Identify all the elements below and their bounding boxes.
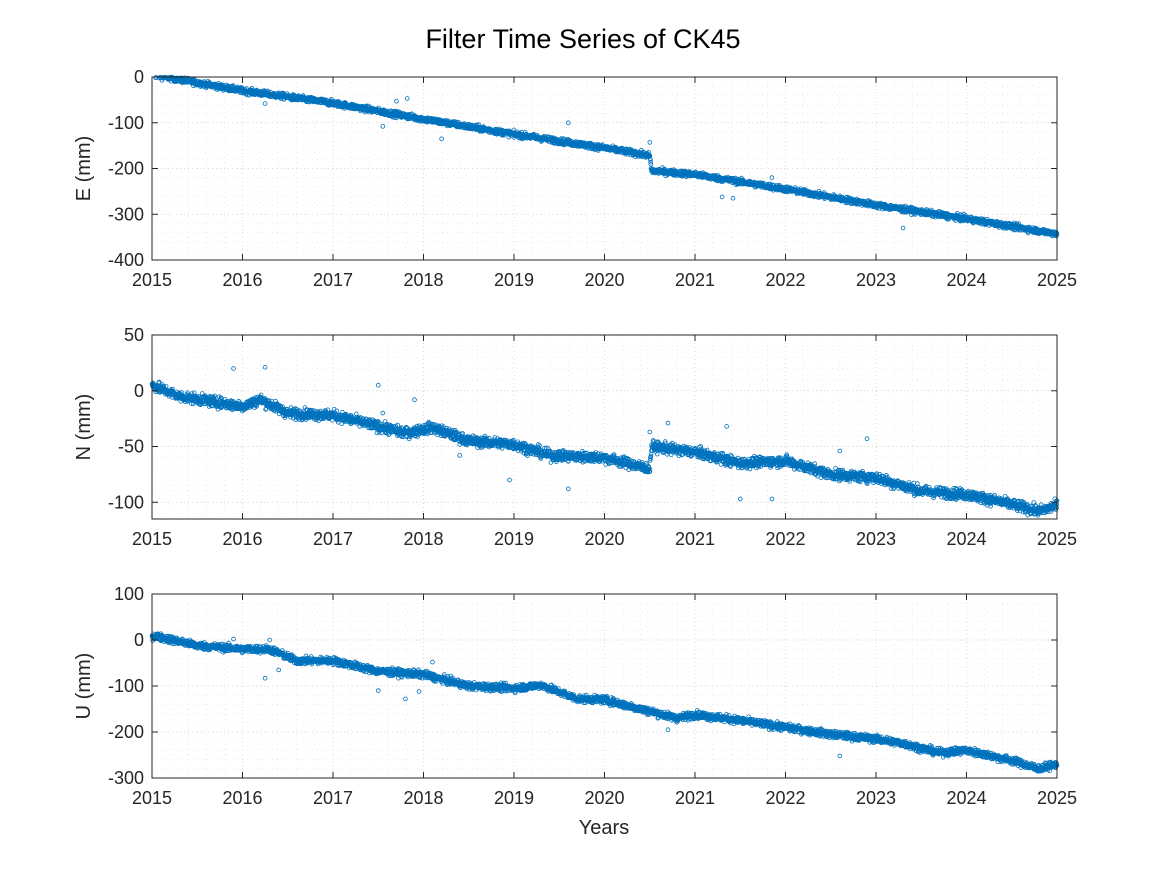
outlier-point (900, 225, 906, 231)
outlier-point (730, 195, 736, 201)
x-tick-label: 2022 (765, 270, 805, 290)
outlier-point (404, 96, 410, 101)
x-tick-label: 2018 (403, 270, 443, 290)
x-tick-label: 2015 (132, 270, 172, 290)
y-tick-label: -100 (108, 113, 144, 133)
east-grid (151, 76, 1058, 261)
data-point (239, 85, 245, 90)
outlier-point (262, 101, 268, 106)
chart-title: Filter Time Series of CK45 (425, 24, 740, 54)
x-tick-label: 2017 (313, 270, 353, 290)
panel-east: 2015 2016 2017 2018 2019 2020 2021 2022 2023 2024… (73, 67, 1077, 290)
north-series (149, 364, 1060, 518)
x-tick-label: 2024 (946, 270, 986, 290)
y-tick-label: -400 (108, 250, 144, 270)
y-tick-label: 0 (134, 67, 144, 87)
outlier-point (769, 175, 775, 180)
data-point (249, 86, 255, 91)
outlier-point (394, 98, 399, 104)
outlier-point (647, 140, 653, 145)
x-tick-label: 2016 (222, 270, 262, 290)
x-tick-label: 2020 (584, 270, 624, 290)
outlier-point (719, 194, 725, 200)
y-tick-label: -300 (108, 204, 144, 224)
x-tick-label: 2019 (494, 270, 534, 290)
y-tick-label: -200 (108, 159, 144, 179)
x-tick-label: 2025 (1037, 270, 1077, 290)
east-series (153, 74, 1060, 239)
x-tick-label: 2021 (675, 270, 715, 290)
panel-north: 2015 2016 2017 2018 2019 2020 2021 2022 2023 2024… (73, 325, 1077, 549)
x-tick-label: 2023 (856, 270, 896, 290)
east-y-axis-label: E (mm) (73, 136, 95, 202)
outlier-point (380, 124, 386, 129)
